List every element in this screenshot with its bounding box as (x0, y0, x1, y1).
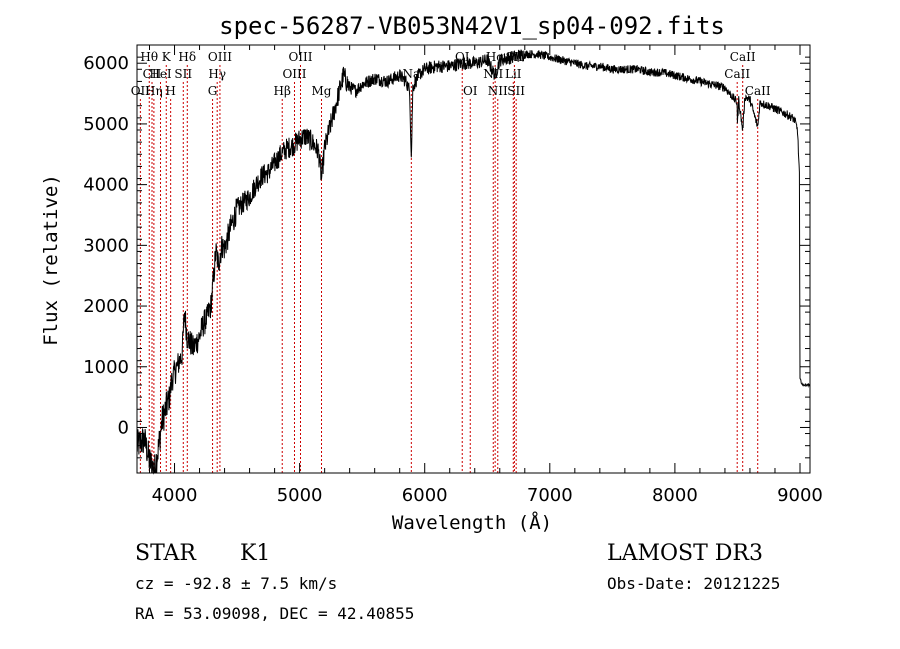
spectral-line-label: OIII (208, 50, 232, 64)
spectral-line-label: NII (488, 84, 508, 98)
y-tick-label: 3000 (83, 235, 129, 256)
x-axis-label: Wavelength (Å) (392, 511, 552, 534)
x-tick-label: 4000 (152, 485, 198, 506)
y-tick-label: 1000 (83, 357, 129, 378)
y-axis-ticks: 0 1000 2000 3000 4000 5000 6000 (83, 53, 810, 459)
x-tick-label: 6000 (402, 485, 448, 506)
ra-dec-coordinates: RA = 53.09098, DEC = 42.40855 (135, 604, 414, 623)
y-tick-label: 6000 (83, 53, 129, 74)
spectral-line-label: Hδ (178, 50, 196, 64)
spectrum-series-line (136, 49, 811, 475)
spectral-line-label: OII (131, 84, 151, 98)
spectral-line-label: CII (143, 67, 162, 81)
y-tick-label: 4000 (83, 175, 129, 196)
plot-frame (136, 44, 811, 474)
spectral-line-label: Mg (312, 84, 332, 98)
object-class: STAR (135, 541, 197, 566)
observation-date: Obs-Date: 20121225 (607, 574, 780, 593)
spectral-line-label: CaII (730, 50, 756, 64)
spectral-line-label: LiI (505, 67, 522, 81)
spectral-line-markers (139, 65, 759, 473)
y-axis-label: Flux (relative) (40, 174, 62, 346)
y-tick-label: 0 (118, 417, 129, 438)
spectral-line-label: SII (174, 67, 192, 81)
spectral-line-label: OIII (282, 67, 306, 81)
spectral-line-label: Hη (145, 84, 163, 98)
x-tick-label: 9000 (777, 485, 823, 506)
chart-title: spec-56287-VB053N42V1_sp04-092.fits (219, 12, 725, 40)
x-tick-label: 8000 (652, 485, 698, 506)
spectral-line-label: OI (463, 84, 478, 98)
spectral-line-label: SII (507, 84, 525, 98)
redshift-velocity: cz = -92.8 ± 7.5 km/s (135, 574, 337, 593)
x-tick-label: 7000 (527, 485, 573, 506)
survey-name: LAMOST DR3 (607, 541, 763, 566)
spectral-line-label: HeI (149, 67, 172, 81)
spectral-line-label: G (208, 84, 218, 98)
y-tick-label: 5000 (83, 114, 129, 135)
spectral-line-label: OIII (288, 50, 312, 64)
x-axis-ticks: 4000 5000 6000 7000 8000 9000 (149, 45, 823, 506)
spectral-line-label: K (162, 50, 172, 64)
spectral-line-label: H (165, 84, 175, 98)
y-tick-label: 2000 (83, 296, 129, 317)
spectral-line-label: CaII (745, 84, 771, 98)
spectral-line-label: Hβ (274, 84, 291, 98)
x-tick-label: 5000 (277, 485, 323, 506)
spectral-line-label: Hγ (208, 67, 226, 81)
object-subclass: K1 (240, 541, 270, 566)
spectral-line-label: CaII (724, 67, 750, 81)
spectral-line-label: Hθ (140, 50, 158, 64)
